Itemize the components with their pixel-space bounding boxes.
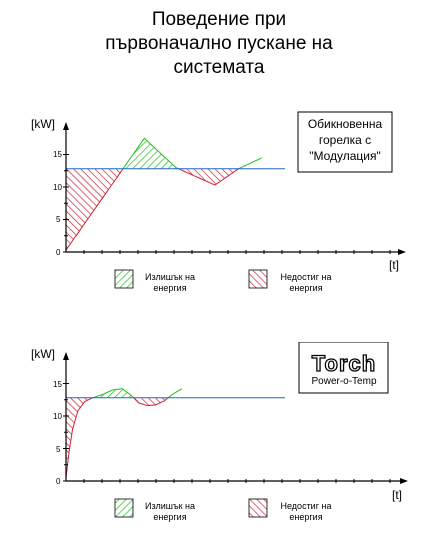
torch-logo: Torch: [312, 351, 376, 376]
legend-excess-label-1: Излишък на: [145, 272, 195, 282]
burner-type-box: [297, 111, 393, 173]
legend-excess-label-2: енергия: [153, 512, 186, 522]
output-curve-segment: [65, 397, 93, 478]
y-tick-label-0: 0: [56, 477, 61, 486]
y-axis-label: [kW]: [31, 117, 55, 131]
x-axis-arrow: [400, 478, 408, 484]
y-tick-label-15: 15: [53, 380, 62, 389]
excess-energy-area: [123, 138, 179, 169]
deficit-energy-area: [178, 168, 239, 185]
title-line-2: първоначално пускане на: [105, 33, 333, 54]
legend-excess-label-2: енергия: [153, 283, 186, 293]
output-curve-segment: [133, 397, 169, 407]
deficit-energy-area: [66, 397, 93, 478]
legend-deficit-label-2: енергия: [289, 283, 322, 293]
box-line-2: горелка с: [319, 133, 371, 147]
x-axis-label: [t]: [389, 258, 399, 272]
box-line-1: Обикновенна: [308, 117, 383, 131]
output-curve-segment: [65, 168, 124, 251]
page-title: Поведение при първоначално пускане на си…: [0, 8, 438, 80]
legend-deficit-label-1: Недостиг на: [281, 501, 332, 511]
y-tick-label-5: 5: [56, 215, 61, 224]
y-tick-label-15: 15: [53, 150, 62, 159]
output-curve-segment: [92, 388, 134, 399]
chart-conventional-burner: [kW] [t] 0 5 10 15 Обикновенна горелка с…: [31, 111, 406, 293]
legend-deficit-label-2: енергия: [289, 512, 322, 522]
title-line-3: системата: [173, 57, 265, 78]
y-axis-arrow: [63, 122, 69, 130]
output-curve-segment: [178, 168, 239, 186]
title-line-1: Поведение при: [151, 9, 287, 30]
legend-deficit-swatch: [248, 498, 268, 518]
legend-deficit-swatch: [248, 269, 268, 289]
legend-deficit-label-1: Недостиг на: [281, 272, 332, 282]
legend-excess-swatch: [114, 498, 134, 518]
torch-tagline: Power-o-Temp: [311, 376, 376, 387]
legend-excess-label-1: Излишък на: [145, 501, 195, 511]
y-tick-label-5: 5: [56, 445, 61, 454]
output-curve-segment: [167, 388, 183, 399]
y-tick-label-10: 10: [53, 183, 62, 192]
y-tick-label-0: 0: [56, 248, 61, 257]
torch-logo-box: [298, 342, 389, 394]
excess-energy-area: [92, 388, 134, 398]
output-curve-segment: [238, 157, 263, 170]
y-tick-label-10: 10: [53, 412, 62, 421]
box-line-3: "Модулация": [309, 149, 381, 163]
output-curve-segment: [122, 137, 179, 170]
chart-torch-modulation: [kW] [t] 0 5 10 15 Torch Power-o-Temp Из…: [31, 342, 408, 522]
x-axis-label: [t]: [392, 488, 402, 502]
y-axis-arrow: [63, 352, 69, 360]
y-axis-label: [kW]: [31, 347, 55, 361]
legend-excess-swatch: [114, 269, 134, 289]
x-axis-arrow: [398, 249, 406, 255]
